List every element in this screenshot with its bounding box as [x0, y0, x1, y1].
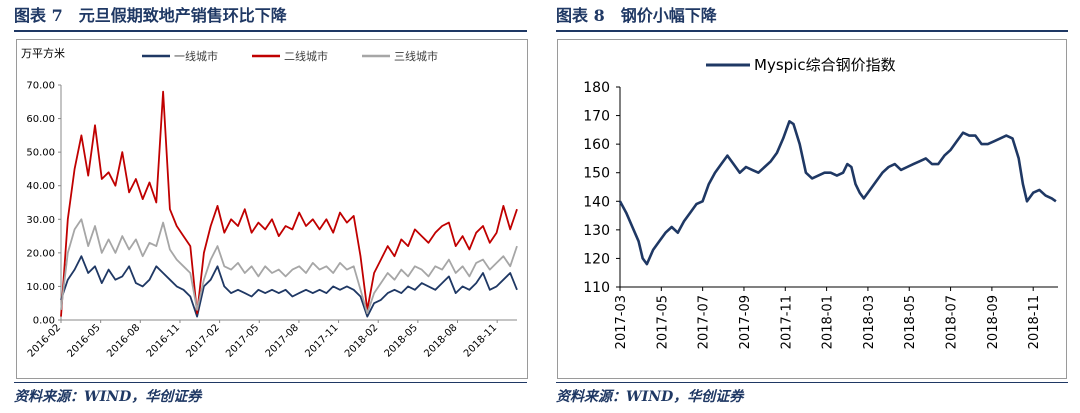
chart-7-legend: 一线城市 二线城市 三线城市	[142, 49, 438, 63]
chart-7-x-tick-label: 2016-05	[65, 322, 102, 359]
chart-8-y-tick-label: 110	[583, 280, 610, 296]
chart-8-y-tick-label: 180	[583, 80, 610, 96]
figure-8-heading: 图表 8 钢价小幅下降	[556, 6, 717, 25]
chart-8-y-tick-label: 150	[583, 166, 610, 182]
chart-8-svg: Myspic综合钢价指数 110 120 130 140 150 160 170 180 201…	[583, 56, 1058, 349]
chart-7-y-tick-label: 50.00	[26, 148, 55, 159]
chart-7-y-tick-label: 10.00	[26, 282, 55, 293]
chart-8-x-tick-label: 2017-07	[697, 295, 712, 349]
figure-8-bottom-rule	[556, 382, 1068, 383]
chart-7-legend-label: 三线城市	[394, 49, 438, 63]
chart-7-y-tick-label: 20.00	[26, 248, 55, 259]
figure-8-source: 资料来源：WIND，华创证券	[556, 389, 744, 405]
chart-7-legend-label: 二线城市	[284, 49, 328, 63]
chart-7-x-tick-label: 2016-02	[26, 322, 63, 359]
chart-7-y-axis-label: 万平方米	[21, 46, 65, 60]
chart-8-x-tick-label: 2017-11	[779, 295, 794, 349]
chart-8-x-tick-label: 2017-03	[614, 295, 629, 349]
chart-7-plot-area	[60, 90, 518, 318]
chart-7-x-tick-label: 2017-02	[184, 322, 221, 359]
chart-8-plot-area	[618, 120, 1057, 266]
chart-7-svg: 万平方米 一线城市 二线城市 三线城市 0.00 10.00 20.00 30.00 40.…	[21, 46, 518, 360]
chart-7-x-tick-label: 2017-11	[303, 322, 340, 359]
chart-7-x-tick-label: 2017-08	[264, 322, 301, 359]
chart-8-x-tick-label: 2017-05	[655, 295, 670, 349]
figure-7-heading: 图表 7 元旦假期致地产销售环比下降	[14, 6, 287, 25]
chart-7-x-tick-label: 2018-02	[343, 322, 380, 359]
chart-8-axes: 110 120 130 140 150 160 170 180 2017-03 2017-05 20…	[583, 80, 1058, 349]
chart-8-x-tick-label: 2018-03	[862, 295, 877, 349]
chart-8-legend: Myspic综合钢价指数	[706, 56, 896, 74]
chart-8-legend-label: Myspic综合钢价指数	[754, 56, 896, 74]
chart-7-y-tick-label: 30.00	[26, 215, 55, 226]
figure-7-source: 资料来源：WIND，华创证券	[14, 389, 202, 405]
chart-7-y-tick-label: 70.00	[26, 81, 55, 92]
chart-8-panel: Myspic综合钢价指数 110 120 130 140 150 160 170 180 201…	[557, 39, 1067, 379]
chart-7-x-tick-label: 2018-11	[462, 322, 499, 359]
chart-8-x-tick-label: 2018-11	[1027, 295, 1042, 349]
chart-7-x-tick-label: 2016-11	[145, 322, 182, 359]
chart-8-series-line-1	[618, 120, 1057, 266]
chart-7-series-line-2	[60, 90, 518, 317]
chart-7-panel: 万平方米 一线城市 二线城市 三线城市 0.00 10.00 20.00 30.00 40.…	[16, 39, 528, 379]
chart-8-y-tick-label: 170	[583, 109, 610, 125]
chart-8-x-tick-label: 2018-01	[821, 295, 836, 349]
figure-8-top-rule	[556, 30, 1068, 32]
figure-7-top-rule	[14, 30, 527, 32]
figure-7-bottom-rule	[14, 382, 527, 383]
chart-8-y-tick-label: 120	[583, 251, 610, 267]
chart-8-y-tick-label: 130	[583, 223, 610, 239]
chart-7-series-line-3	[60, 218, 518, 315]
chart-8-x-tick-label: 2017-09	[738, 295, 753, 349]
chart-7-x-tick-label: 2017-05	[224, 322, 261, 359]
chart-8-y-tick-label: 140	[583, 194, 610, 210]
chart-7-y-tick-label: 0.00	[33, 316, 55, 327]
chart-7-x-tick-label: 2018-05	[383, 322, 420, 359]
chart-8-x-tick-label: 2018-09	[986, 295, 1001, 349]
chart-7-legend-label: 一线城市	[174, 49, 218, 63]
chart-7-y-tick-label: 60.00	[26, 114, 55, 125]
chart-7-x-tick-label: 2018-08	[422, 322, 459, 359]
chart-8-y-tick-label: 160	[583, 137, 610, 153]
chart-7-x-tick-label: 2016-08	[105, 322, 142, 359]
chart-8-x-tick-label: 2018-05	[903, 295, 918, 349]
chart-8-x-tick-label: 2018-07	[945, 295, 960, 349]
chart-7-series-line-1	[60, 255, 518, 318]
chart-7-y-tick-label: 40.00	[26, 181, 55, 192]
